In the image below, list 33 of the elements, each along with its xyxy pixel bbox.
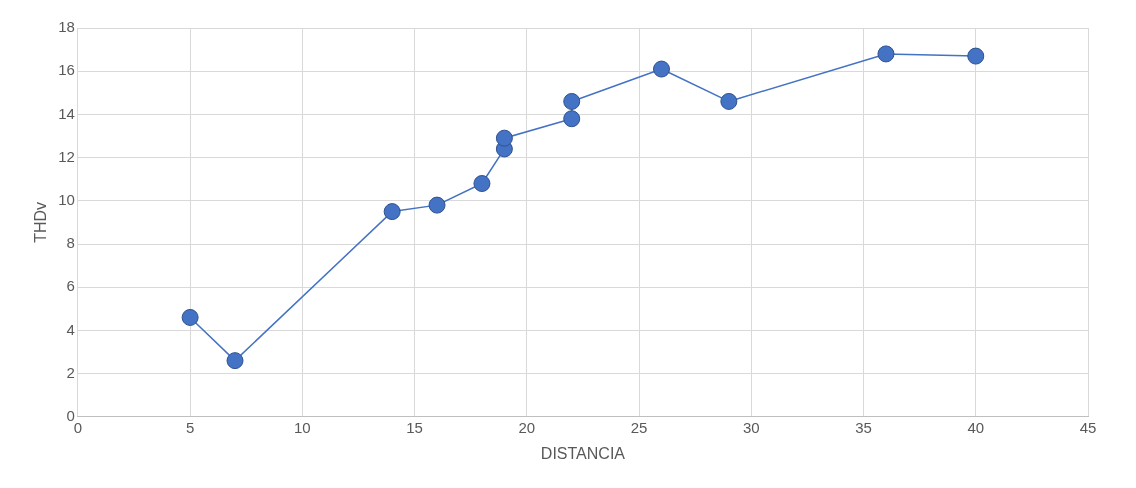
point xyxy=(563,110,581,128)
y-tick-label: 14 xyxy=(58,104,75,122)
x-tick-label: 30 xyxy=(742,418,760,436)
x-tick-label: 10 xyxy=(294,418,311,436)
point xyxy=(226,352,244,370)
x-tick-label: 40 xyxy=(967,418,985,436)
x-axis-title: DISTANCIA xyxy=(540,444,626,462)
point xyxy=(967,47,985,65)
x-tick-label: 25 xyxy=(630,418,648,436)
point xyxy=(653,60,671,78)
point xyxy=(563,92,581,110)
y-tick-label: 10 xyxy=(58,190,75,208)
x-tick-label: 45 xyxy=(1079,418,1097,436)
y-tick-label: 4 xyxy=(66,320,75,338)
x-tick-label: 15 xyxy=(406,418,423,436)
point xyxy=(877,45,895,63)
y-tick-label: 18 xyxy=(58,18,75,36)
x-tick-label: 35 xyxy=(855,418,872,436)
x-tick-label: 5 xyxy=(185,418,195,436)
y-tick-label: 16 xyxy=(58,61,75,79)
y-tick-label: 12 xyxy=(58,147,75,165)
point xyxy=(428,196,446,214)
x-tick-label: 20 xyxy=(518,418,536,436)
point xyxy=(720,92,738,110)
y-axis-title: THDv xyxy=(32,201,50,243)
point xyxy=(473,175,491,193)
y-tick-label: 0 xyxy=(66,406,75,424)
y-tick-label: 8 xyxy=(66,234,75,252)
y-tick-label: 2 xyxy=(66,363,75,381)
point xyxy=(383,203,401,221)
point xyxy=(495,129,513,147)
y-tick-label: 6 xyxy=(66,277,75,295)
point xyxy=(181,308,199,326)
